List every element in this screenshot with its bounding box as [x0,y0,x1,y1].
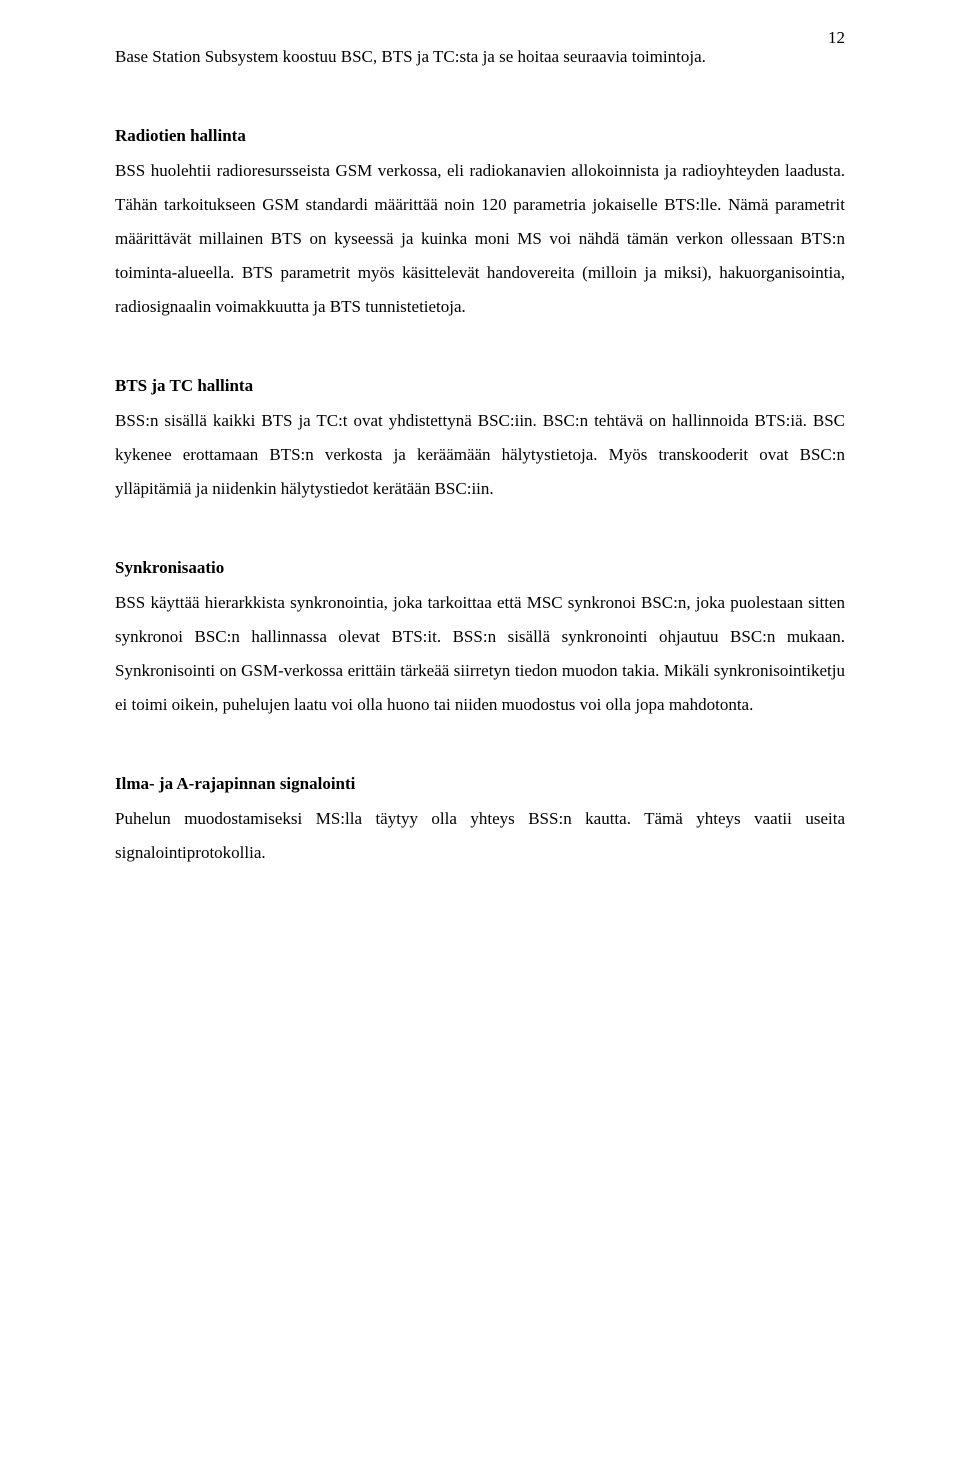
intro-paragraph: Base Station Subsystem koostuu BSC, BTS … [115,40,845,74]
section-heading-ilma-a-rajapinnan-signalointi: Ilma- ja A-rajapinnan signalointi [115,774,845,794]
section-paragraph: BSS käyttää hierarkkista synkronointia, … [115,586,845,722]
section-heading-synkronisaatio: Synkronisaatio [115,558,845,578]
page-number: 12 [828,28,845,48]
document-page: 12 Base Station Subsystem koostuu BSC, B… [0,0,960,1482]
section-paragraph: BSS huolehtii radioresursseista GSM verk… [115,154,845,324]
section-heading-bts-tc-hallinta: BTS ja TC hallinta [115,376,845,396]
section-heading-radiotien-hallinta: Radiotien hallinta [115,126,845,146]
section-paragraph: Puhelun muodostamiseksi MS:lla täytyy ol… [115,802,845,870]
section-paragraph: BSS:n sisällä kaikki BTS ja TC:t ovat yh… [115,404,845,506]
